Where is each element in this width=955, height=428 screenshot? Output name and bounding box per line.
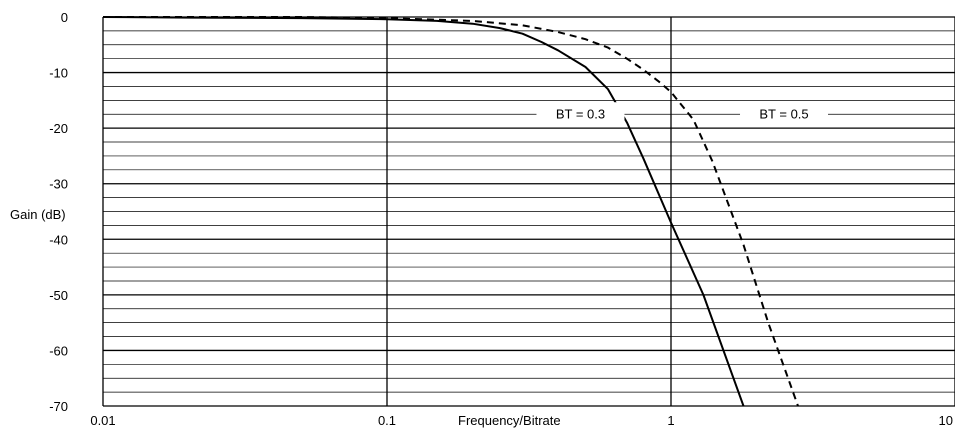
series-line-bt-0-3 bbox=[102, 16, 745, 407]
grid-lines bbox=[103, 16, 955, 407]
y-tick-label: -20 bbox=[49, 121, 68, 136]
x-tick-label: 10 bbox=[939, 413, 953, 428]
decade-lines bbox=[102, 17, 955, 406]
y-tick-label: -40 bbox=[49, 232, 68, 247]
x-tick-label: 1 bbox=[667, 413, 674, 428]
y-tick-label: -70 bbox=[49, 399, 68, 414]
y-tick-label: -60 bbox=[49, 343, 68, 358]
annotation-background bbox=[740, 102, 829, 125]
y-tick-label: -50 bbox=[49, 288, 68, 303]
y-tick-label: -10 bbox=[49, 66, 68, 81]
tick-labels: 0 -10 -20 -30 -40 -50 -60 -70 0.01 0.1 1 10 bbox=[49, 10, 953, 428]
annotation-background bbox=[536, 102, 625, 125]
x-tick-label: 0.1 bbox=[378, 413, 396, 428]
x-axis-label: Frequency/Bitrate bbox=[458, 413, 561, 428]
x-tick-label: 0.01 bbox=[90, 413, 115, 428]
y-axis-label: Gain (dB) bbox=[10, 207, 66, 222]
series-annotation: BT = 0.3 bbox=[556, 106, 605, 121]
series-lines bbox=[102, 16, 799, 407]
y-tick-label: 0 bbox=[61, 10, 68, 25]
series-annotations: BT = 0.3 BT = 0.5 bbox=[536, 102, 829, 125]
y-tick-label: -30 bbox=[49, 177, 68, 192]
series-line-bt-0-5 bbox=[103, 16, 799, 407]
series-annotation: BT = 0.5 bbox=[759, 106, 808, 121]
